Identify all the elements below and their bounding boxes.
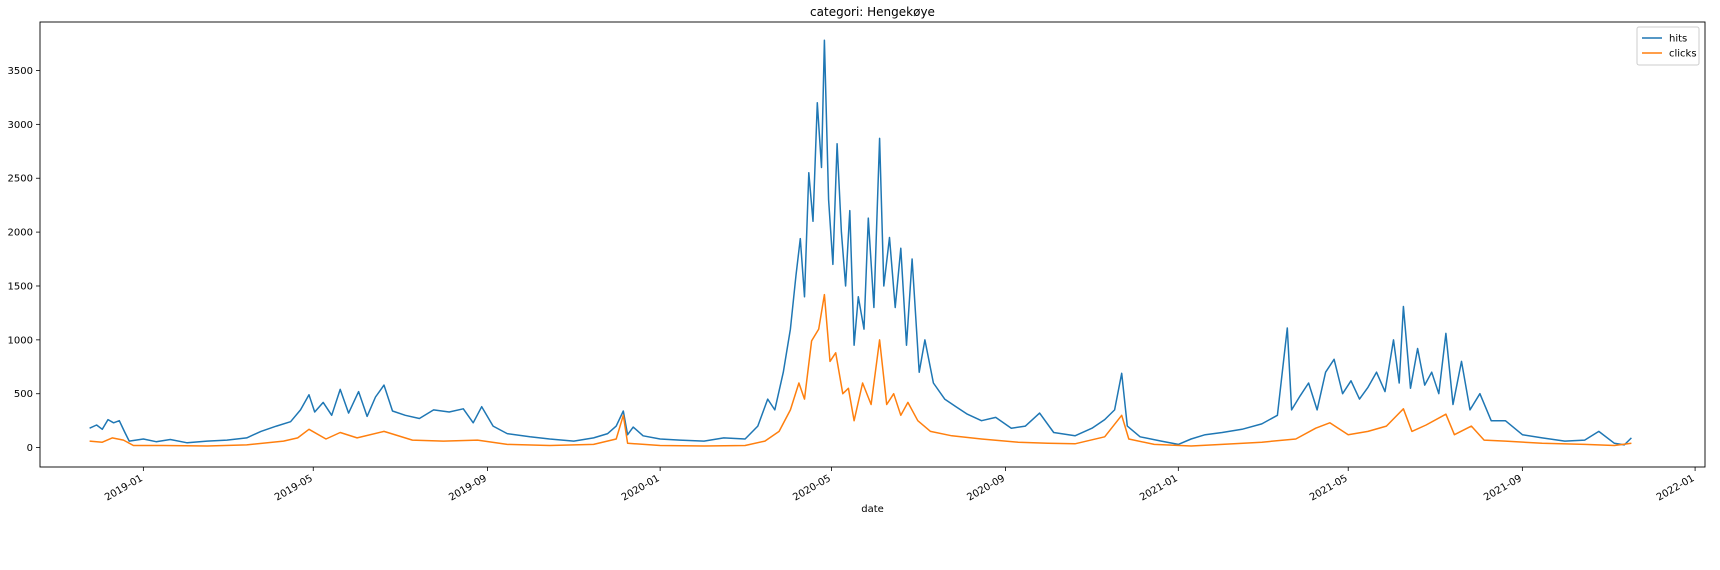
y-tick-label: 0 [27, 443, 33, 454]
series-line-hits [89, 39, 1632, 446]
legend-box [1636, 26, 1700, 66]
y-tick-label: 3500 [8, 66, 33, 77]
x-axis-label: date [861, 504, 884, 515]
legend-label-clicks: clicks [1669, 49, 1697, 60]
y-tick-label: 1000 [8, 335, 33, 346]
y-tick-label: 1500 [8, 281, 33, 292]
series-line-clicks [89, 293, 1632, 447]
legend: hits clicks [1636, 26, 1700, 66]
y-tick-label: 500 [14, 389, 33, 400]
y-tick-label: 2000 [8, 228, 33, 239]
legend-label-hits: hits [1669, 34, 1687, 45]
y-tick-label: 3000 [8, 120, 33, 131]
y-axis: 0 500 1000 1500 2000 2500 3000 3500 [8, 66, 40, 454]
series-layer [89, 39, 1632, 447]
plot-frame [39, 21, 1706, 468]
chart-title: categori: Hengekøye [810, 5, 935, 19]
y-tick-label: 2500 [8, 174, 33, 185]
